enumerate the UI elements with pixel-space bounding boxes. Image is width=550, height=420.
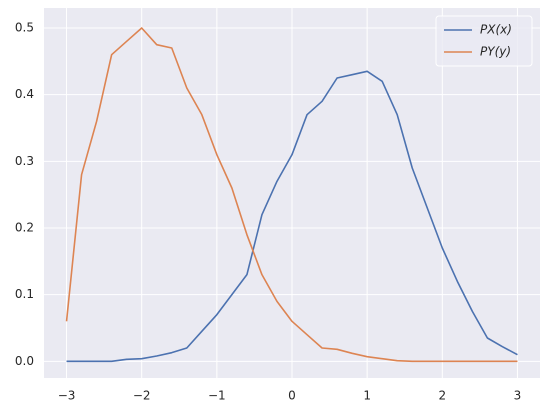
y-tick-label: 0.5 (15, 21, 34, 35)
legend-box (435, 15, 533, 67)
x-tick-label: −3 (58, 389, 76, 403)
y-tick-label: 0.2 (15, 221, 34, 235)
x-tick-label: 0 (288, 389, 296, 403)
line-series (65, 27, 518, 363)
legend-label: PX(x) (480, 23, 512, 37)
line-series (66, 70, 518, 363)
x-tick-label: 3 (514, 389, 522, 403)
x-tick-label: 2 (438, 389, 446, 403)
y-tick-label: 0.0 (15, 354, 34, 368)
x-tick-label: −2 (133, 389, 151, 403)
x-tick-label: 1 (363, 389, 371, 403)
x-tick-label: −1 (208, 389, 226, 403)
legend-label: PY(y) (480, 45, 511, 59)
y-tick-label: 0.4 (15, 87, 34, 101)
y-tick-label: 0.3 (15, 154, 34, 168)
y-tick-label: 0.1 (15, 287, 34, 301)
